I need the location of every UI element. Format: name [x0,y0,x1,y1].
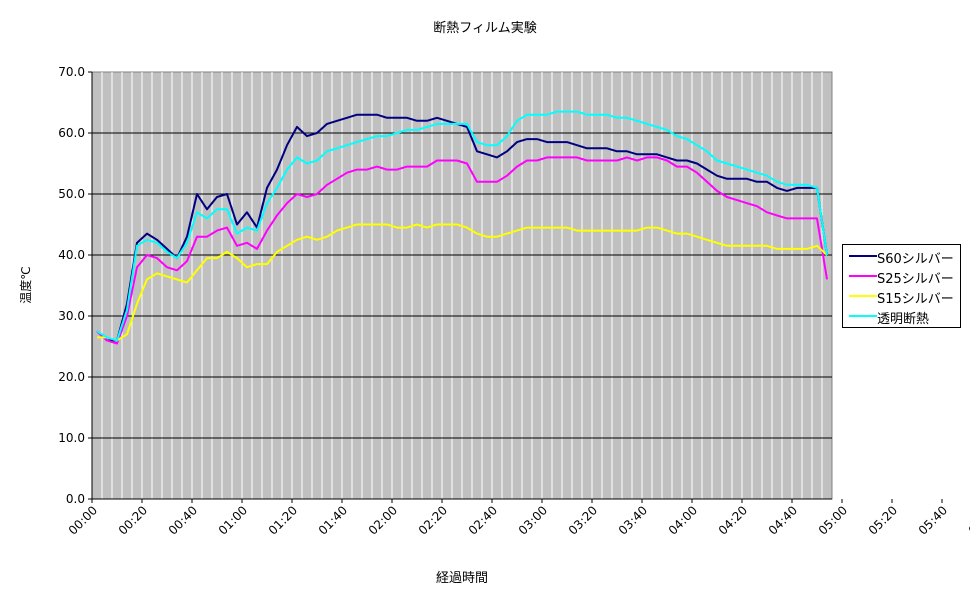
x-tick-label: 02:20 [416,503,450,537]
x-tick-label: 04:20 [716,503,750,537]
y-tick-label: 60.0 [58,126,85,140]
series-line-3 [97,223,828,342]
x-tick-label: 00:20 [116,503,150,537]
legend-item-s15: S15シルバー [843,287,961,307]
x-tick-label: 03:00 [516,503,550,537]
x-tick-label: 05:20 [866,503,900,537]
x-axis-label: 経過時間 [436,571,488,586]
horizontal-gridlines [92,132,832,439]
x-tick-label: 03:40 [616,503,650,537]
series-lines [91,72,832,500]
x-tick-label: 02:40 [466,503,500,537]
y-tick-label: 20.0 [58,370,85,384]
legend-item-s25: S25シルバー [843,267,961,287]
vertical-gridlines [101,72,823,499]
legend-swatch-s60 [849,255,877,257]
y-tick-label: 50.0 [58,187,85,201]
x-tick-label: 02:00 [366,503,400,537]
y-axis-ticks: 0.0 10.0 20.0 30.0 40.0 50.0 60.0 70.0 [58,65,92,506]
chart-title: 断熱フィルム実験 [433,20,536,36]
x-tick-label: 04:00 [666,503,700,537]
series-line-4 [96,110,828,342]
y-tick-label: 30.0 [58,309,85,323]
x-tick-label: 00:40 [166,503,200,537]
legend-item-clear-insulation: 透明断熱 [843,307,961,327]
x-tick-label: 05:40 [916,503,950,537]
y-axis-label: 温度℃ [18,266,33,303]
x-axis-ticks: 00:00 00:20 00:40 01:00 01:20 01:40 02:00 02:20… [66,499,970,538]
legend-swatch-s15 [849,295,877,297]
legend-swatch-s25 [849,275,877,277]
legend-label-clear-insulation: 透明断熱 [877,312,930,327]
y-tick-label: 10.0 [58,431,85,445]
legend-label-s60: S60シルバー [877,252,954,267]
x-tick-label: 05:00 [816,503,850,537]
x-tick-label: 06:00 [966,503,970,537]
legend-label-s25: S25シルバー [877,272,954,287]
x-tick-label: 01:00 [216,503,250,537]
legend-item-s60: S60シルバー [843,247,961,267]
series-line-2 [96,156,828,345]
x-tick-label: 01:40 [316,503,350,537]
legend-label-s15: S15シルバー [877,292,954,307]
y-tick-label: 70.0 [58,65,85,79]
legend: S60シルバー S25シルバー S15シルバー 透明断熱 [842,244,961,328]
y-tick-label: 40.0 [58,248,85,262]
series-line-1 [96,113,828,342]
x-tick-label: 04:40 [766,503,800,537]
x-tick-label: 01:20 [266,503,300,537]
x-tick-label: 03:20 [566,503,600,537]
legend-swatch-clear-insulation [849,315,877,317]
y-tick-label: 0.0 [66,492,85,506]
x-tick-label: 00:00 [66,503,100,537]
